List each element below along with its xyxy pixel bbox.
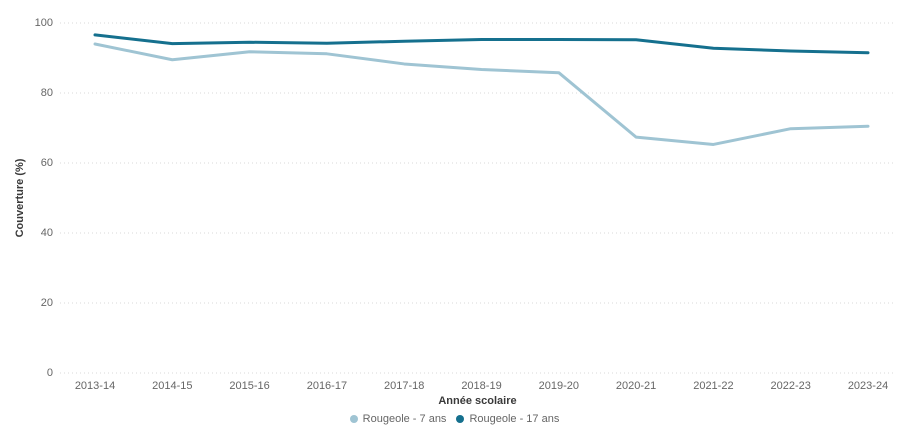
- x-tick-label-2017-18: 2017-18: [384, 380, 425, 392]
- x-tick-label-2021-22: 2021-22: [693, 380, 734, 392]
- legend-marker-rougeole-17-ans: [456, 415, 465, 423]
- legend-label-rougeole-7-ans: Rougeole - 7 ans: [362, 413, 447, 425]
- series-line-rougeole-17-ans[interactable]: [93, 33, 870, 55]
- legend-label-rougeole-17-ans: Rougeole - 17 ans: [469, 413, 560, 425]
- x-tick-label-2023-24: 2023-24: [847, 380, 889, 392]
- x-tick-label-2018-19: 2018-19: [461, 380, 502, 392]
- x-tick-label-2016-17: 2016-17: [306, 380, 348, 392]
- x-tick-label-2014-15: 2014-15: [152, 380, 193, 392]
- y-tick-label-40: 40: [40, 227, 53, 239]
- x-tick-label-2022-23: 2022-23: [770, 380, 811, 392]
- legend-marker-rougeole-7-ans: [349, 415, 358, 423]
- x-tick-label-2019-20: 2019-20: [538, 380, 579, 392]
- y-tick-label-80: 80: [40, 87, 53, 99]
- y-tick-label-100: 100: [34, 17, 53, 29]
- legend-item-rougeole-7-ans[interactable]: Rougeole - 7 ans: [349, 413, 447, 425]
- y-tick-label-60: 60: [40, 157, 53, 169]
- x-tick-label-2020-21: 2020-21: [615, 380, 657, 392]
- legend: Rougeole - 7 ans Rougeole - 17 ans: [0, 413, 909, 425]
- x-tick-label-2013-14: 2013-14: [74, 380, 116, 392]
- x-tick-label-2015-16: 2015-16: [229, 380, 270, 392]
- legend-item-rougeole-17-ans[interactable]: Rougeole - 17 ans: [456, 413, 559, 425]
- y-tick-label-0: 0: [46, 367, 53, 379]
- y-tick-label-20: 20: [40, 297, 53, 309]
- series-line-rougeole-7-ans[interactable]: [93, 42, 870, 146]
- x-axis-title: Année scolaire: [438, 395, 517, 407]
